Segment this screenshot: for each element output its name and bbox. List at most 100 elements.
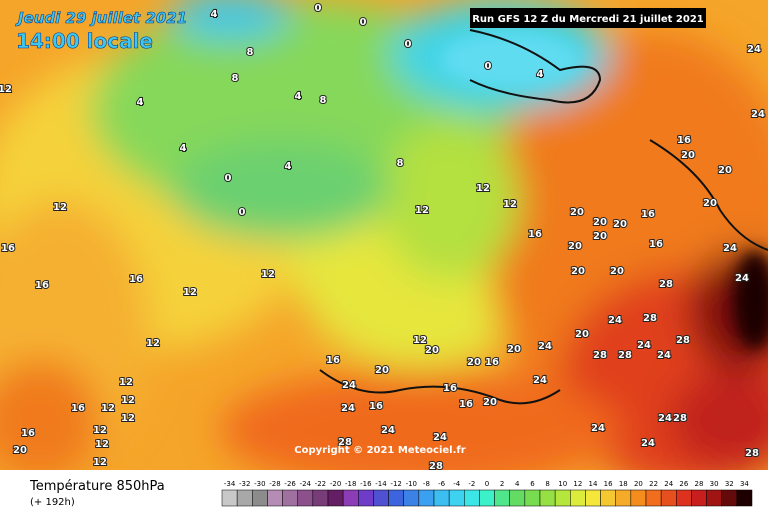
scale-label: 18 [619,480,628,488]
contour-label: 4 [180,143,187,154]
scale-swatch [342,489,359,507]
contour-label: 12 [146,338,160,349]
scale-swatch [691,489,707,507]
contour-label: 8 [397,158,404,169]
contour-label: 8 [232,73,239,84]
contour-label: 28 [338,437,352,448]
scale-swatch [630,489,647,507]
contour-label: 24 [433,432,447,443]
scale-swatch [433,489,450,507]
scale-label: 12 [573,480,582,488]
contour-label: 0 [485,61,492,72]
scale-label: -22 [315,480,326,488]
contour-label: 12 [53,202,67,213]
run-info: Run GFS 12 Z du Mercredi 21 juillet 2021 [472,14,704,25]
contour-label: 24 [381,425,395,436]
contour-label: 20 [593,217,607,228]
scale-swatch [600,489,616,507]
contour-label: 16 [326,355,340,366]
contour-label: 16 [369,401,383,412]
contour-label: 24 [538,341,552,352]
scale-swatch [676,489,692,507]
scale-label: 28 [695,480,704,488]
contour-label: 0 [360,17,367,28]
contour-label: 8 [247,47,254,58]
scale-swatch [570,489,586,507]
scale-label: -14 [375,480,387,488]
contour-label: 0 [405,39,412,50]
scale-label: 16 [604,480,613,488]
contour-label: 28 [676,335,690,346]
contour-label: 28 [593,350,607,361]
temperature-field [0,0,768,490]
scale-label: -12 [390,480,401,488]
contour-label: 20 [681,150,695,161]
scale-swatch [403,489,420,507]
contour-label: 12 [413,335,427,346]
contour-label: 28 [643,313,657,324]
scale-swatch [539,489,556,507]
scale-label: 2 [500,480,504,488]
contour-label: 24 [735,273,749,284]
contour-label: 16 [485,357,499,368]
scale-swatch [585,489,601,507]
footer-subtitle: (+ 192h) [30,497,75,508]
contour-label: 20 [507,344,521,355]
scale-label: -28 [269,480,280,488]
contour-label: 28 [618,350,632,361]
contour-label: 24 [637,340,651,351]
contour-label: 12 [93,457,107,468]
scale-label: -32 [239,480,250,488]
contour-label: 16 [641,209,655,220]
footer-title: Température 850hPa [29,479,165,494]
scale-swatch [358,489,374,507]
scale-swatch [373,489,389,507]
contour-label: 24 [533,375,547,386]
scale-label: 30 [710,480,719,488]
contour-label: 16 [71,403,85,414]
contour-labels: 4 0 0 8 8 4 4 8 4 0 0 4 8 0 0 4 12 12 12 16 20 20 20 16 20 20 20 20… [0,2,766,473]
copyright: Copyright © 2021 Meteociel.fr [294,445,465,456]
scale-swatch [448,489,465,507]
contour-label: 24 [658,413,672,424]
scale-swatch [327,489,344,507]
contour-label: 12 [93,425,107,436]
contour-label: 12 [119,377,133,388]
contour-label: 12 [101,403,115,414]
contour-label: 20 [467,357,481,368]
scale-swatch [464,489,480,507]
contour-label: 20 [568,241,582,252]
contour-label: 4 [137,97,144,108]
contour-label: 20 [483,397,497,408]
contour-label: 28 [745,448,759,459]
scale-label: -18 [345,480,356,488]
contour-label: 12 [121,395,135,406]
contour-label: 16 [459,399,473,410]
scale-label: -26 [284,480,296,488]
contour-label: 16 [443,383,457,394]
scale-swatch [706,489,722,507]
contour-label: 0 [239,207,246,218]
scale-label: 34 [740,480,749,488]
contour-label: 16 [677,135,691,146]
scale-label: 4 [515,480,520,488]
contour-label: 4 [537,69,544,80]
contour-label: 20 [13,445,27,456]
contour-label: 12 [503,199,517,210]
contour-label: 16 [21,428,35,439]
scale-label: 14 [589,480,598,488]
contour-label: 16 [129,274,143,285]
forecast-time: 14:00 locale [16,29,153,53]
color-scale: -34 -32 -30 -28 -26 -24 -22 -20 -18 -16 -14 -12 -10-… [221,480,753,507]
contour-label: 12 [476,183,490,194]
contour-label: 28 [659,279,673,290]
contour-label: 16 [528,229,542,240]
contour-label: 4 [211,9,218,20]
scale-swatch [494,489,510,507]
contour-label: 20 [571,266,585,277]
contour-label: 24 [341,403,355,414]
contour-label: 0 [225,173,232,184]
scale-label: -10 [406,480,417,488]
scale-label: -4 [453,480,461,488]
run-box [470,8,706,28]
